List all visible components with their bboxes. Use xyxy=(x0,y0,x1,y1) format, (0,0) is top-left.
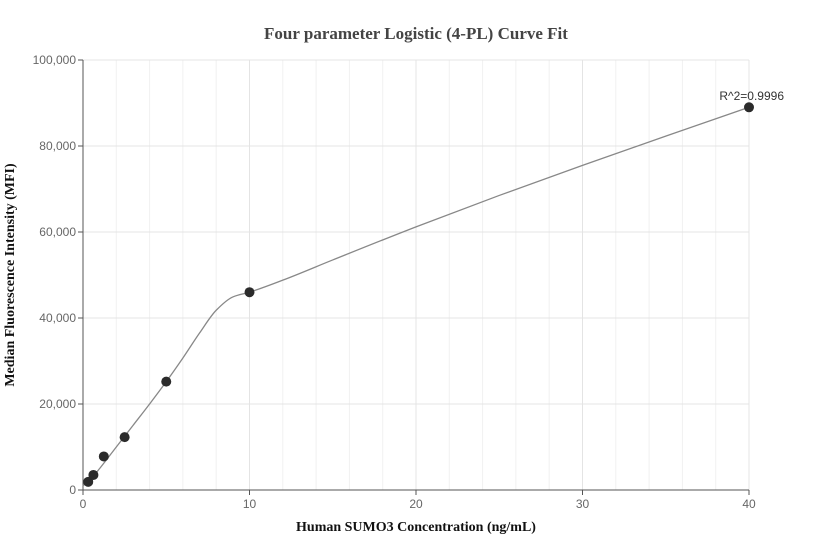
data-point xyxy=(744,102,754,113)
minor-gridlines xyxy=(115,60,717,490)
r-squared-annotation: R^2=0.9996 xyxy=(719,89,784,103)
x-tick-label: 20 xyxy=(409,497,423,511)
data-point xyxy=(88,469,99,480)
y-tick-label: 40,000 xyxy=(39,311,76,325)
x-tick-label: 0 xyxy=(80,497,87,511)
data-points xyxy=(83,102,754,487)
x-tick-label: 30 xyxy=(576,497,590,511)
x-tick-label: 40 xyxy=(742,497,756,511)
y-axis-title: Median Fluorescence Intensity (MFI) xyxy=(3,163,18,387)
major-gridlines xyxy=(83,59,750,490)
y-tick-label: 60,000 xyxy=(39,225,76,239)
data-point xyxy=(161,376,172,387)
x-tick-label: 10 xyxy=(243,497,257,511)
data-point xyxy=(83,476,94,487)
y-tick-label: 20,000 xyxy=(39,397,76,411)
y-tick-label: 0 xyxy=(69,483,76,497)
x-axis-ticks: 0 10 20 30 40 xyxy=(80,490,756,511)
y-tick-label: 80,000 xyxy=(39,139,76,153)
data-point xyxy=(119,432,130,443)
y-tick-label: 100,000 xyxy=(33,53,77,67)
y-axis-ticks: 0 20,000 40,000 60,000 80,000 100,000 xyxy=(33,53,83,497)
data-point xyxy=(244,287,255,298)
data-point xyxy=(98,451,109,462)
chart-title: Four parameter Logistic (4-PL) Curve Fit xyxy=(264,24,568,43)
fit-curve-line xyxy=(82,106,750,487)
x-axis-title: Human SUMO3 Concentration (ng/mL) xyxy=(296,520,536,535)
